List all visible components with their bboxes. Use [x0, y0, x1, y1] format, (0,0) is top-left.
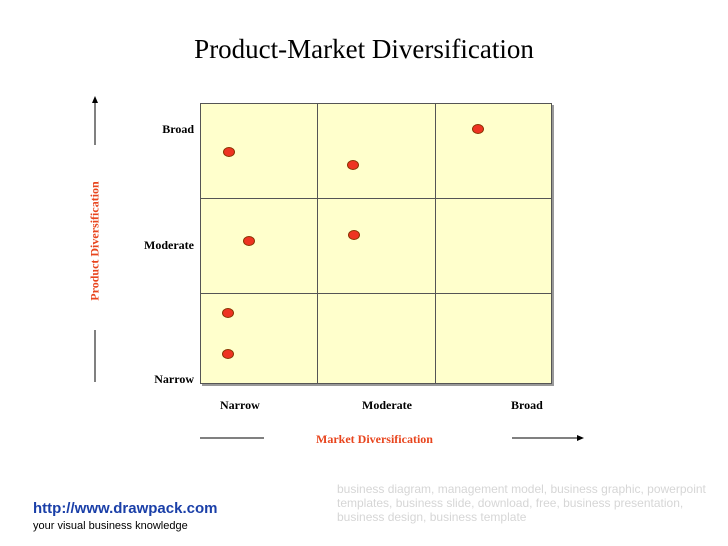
- x-level-moderate: Moderate: [362, 398, 412, 412]
- position-dot: [472, 124, 484, 134]
- grid-divider-horizontal-2: [201, 293, 551, 294]
- x-level-broad: Broad: [511, 398, 543, 412]
- y-axis-arrowhead: [92, 96, 98, 103]
- x-axis-arrowhead: [577, 435, 584, 441]
- position-dot: [223, 147, 235, 157]
- y-level-narrow: Narrow: [154, 372, 194, 386]
- position-dot: [222, 349, 234, 359]
- position-dot: [348, 230, 360, 240]
- position-dot: [222, 308, 234, 318]
- position-dot: [243, 236, 255, 246]
- grid-divider-vertical-2: [435, 104, 436, 383]
- grid-divider-horizontal-1: [201, 198, 551, 199]
- x-level-narrow: Narrow: [220, 398, 260, 412]
- position-dot: [347, 160, 359, 170]
- grid-divider-vertical-1: [317, 104, 318, 383]
- y-axis-title: Product Diversification: [87, 181, 102, 301]
- footer-link[interactable]: http://www.drawpack.com: [33, 500, 218, 517]
- y-level-moderate: Moderate: [144, 238, 194, 252]
- watermark-text: business diagram, management model, busi…: [337, 482, 706, 524]
- matrix-grid: [200, 103, 552, 384]
- footer-tagline: your visual business knowledge: [33, 520, 188, 532]
- x-axis-title: Market Diversification: [316, 432, 433, 446]
- y-level-broad: Broad: [162, 122, 194, 136]
- page-title: Product-Market Diversification: [194, 34, 534, 64]
